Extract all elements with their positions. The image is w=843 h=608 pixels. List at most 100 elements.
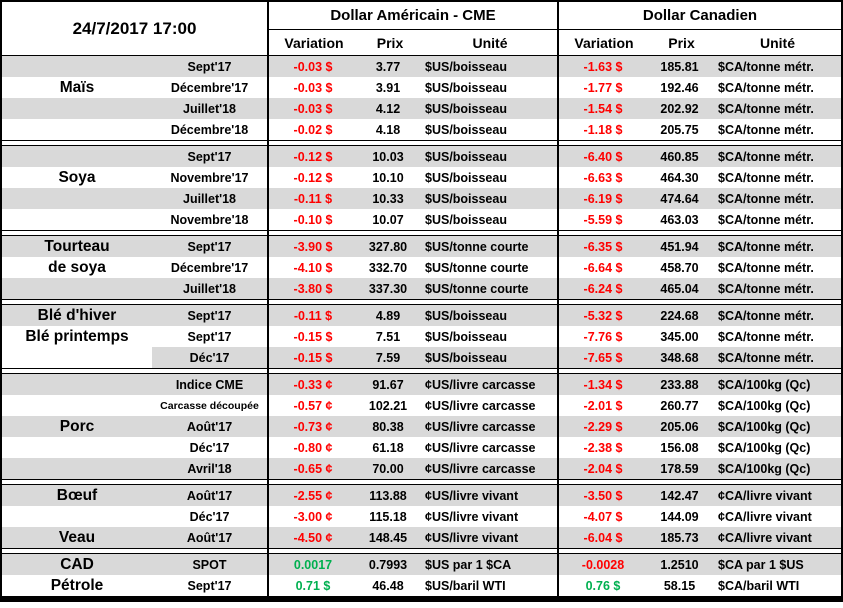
ca-unit: $CA/tonne métr.	[718, 308, 814, 323]
table-row: Soya Novembre'17 -0.12 $ 10.10 $US/boisseau -…	[2, 167, 841, 188]
table-row: Pétrole Sept'17 0.71 $ 46.48 $US/baril WTI 0.…	[2, 575, 841, 596]
table-row: Sept'17 -0.03 $ 3.77 $US/boisseau -1.63 $ 185…	[2, 56, 841, 77]
ca-price: 185.73	[660, 530, 699, 545]
ca-unit: $CA/tonne métr.	[712, 347, 841, 368]
ca-variation: -4.07 $	[557, 506, 647, 527]
separator-segment	[557, 369, 841, 373]
commodity-label: Porc	[59, 417, 95, 435]
commodity-group: Tourteau Sept'17 -3.90 $ 327.80 $US/tonne co…	[2, 235, 841, 300]
us-price: 4.18	[375, 122, 401, 137]
table-row: Décembre'18 -0.02 $ 4.18 $US/boisseau -1.18 …	[2, 119, 841, 140]
separator-segment	[557, 549, 841, 553]
contract-month: SPOT	[192, 557, 227, 572]
ca-variation: -1.77 $	[557, 77, 647, 98]
us-price: 0.7993	[368, 557, 408, 572]
us-variation: -0.33 ¢	[267, 374, 357, 395]
us-variation: -0.03 $	[267, 98, 357, 119]
contract-month: Août'17	[186, 419, 233, 434]
us-unit: $US/boisseau	[425, 59, 507, 74]
separator-segment	[267, 300, 557, 304]
ca-variation: -7.76 $	[557, 326, 647, 347]
commodity-label: de soya	[48, 258, 106, 276]
commodity-label	[2, 188, 152, 209]
group-separator	[2, 141, 841, 145]
us-variation: -4.10 $	[267, 257, 357, 278]
contract-month: Indice CME	[175, 377, 244, 392]
table-row: Juillet'18 -0.11 $ 10.33 $US/boisseau -6.19 …	[2, 188, 841, 209]
ca-variation: -0.0028	[557, 554, 647, 575]
commodity-label	[2, 56, 152, 77]
separator-segment	[267, 369, 557, 373]
ca-variation: -6.04 $	[557, 527, 647, 548]
us-variation-header: Variation	[284, 34, 344, 51]
ca-price: 202.92	[660, 101, 699, 116]
contract-month: Déc'17	[152, 347, 267, 368]
us-price: 7.51	[375, 329, 401, 344]
ca-variation: -6.64 $	[557, 257, 647, 278]
contract-month: Sept'17	[187, 59, 232, 74]
commodity-group: Blé d'hiver Sept'17 -0.11 $ 4.89 $US/boissea…	[2, 304, 841, 369]
us-price: 7.59	[357, 347, 419, 368]
ca-variation: -2.29 $	[557, 416, 647, 437]
ca-unit: ¢CA/livre vivant	[718, 530, 812, 545]
ca-price: 178.59	[660, 461, 699, 476]
separator-segment	[557, 480, 841, 484]
ca-variation: -1.34 $	[557, 374, 647, 395]
us-variation: -0.10 $	[267, 209, 357, 230]
us-unit: ¢US/livre vivant	[425, 509, 519, 524]
us-unit: $US/tonne courte	[425, 239, 529, 254]
us-variation: -0.15 $	[267, 347, 357, 368]
table-row: Tourteau Sept'17 -3.90 $ 327.80 $US/tonne co…	[2, 236, 841, 257]
group-separator	[2, 300, 841, 304]
us-unit: ¢US/livre carcasse	[425, 398, 536, 413]
commodity-label	[2, 347, 152, 368]
table-row: Avril'18 -0.65 ¢ 70.00 ¢US/livre carcasse -2…	[2, 458, 841, 479]
contract-month: Avril'18	[187, 461, 232, 476]
us-unit: $US/tonne courte	[425, 260, 529, 275]
contract-month: Novembre'17	[170, 170, 249, 185]
contract-month: Déc'17	[189, 440, 230, 455]
commodity-label	[2, 374, 152, 395]
commodity-label: Blé printemps	[25, 327, 129, 345]
table-row: de soya Décembre'17 -4.10 $ 332.70 $US/tonne…	[2, 257, 841, 278]
us-variation: -0.11 $	[267, 188, 357, 209]
separator-segment	[2, 231, 267, 235]
commodity-label	[2, 146, 152, 167]
us-variation: -3.80 $	[267, 278, 357, 299]
ca-unit: $CA/tonne métr.	[718, 191, 814, 206]
contract-month: Décembre'18	[170, 122, 249, 137]
us-price: 46.48	[372, 578, 404, 593]
contract-month: Juillet'18	[183, 101, 236, 116]
us-price: 10.03	[372, 149, 404, 164]
commodity-label	[2, 395, 152, 416]
us-price: 4.12	[375, 101, 401, 116]
us-price: 4.89	[375, 308, 401, 323]
ca-unit: $CA par 1 $US	[718, 557, 804, 572]
ca-unit: $CA/tonne métr.	[718, 212, 814, 227]
contract-month: Carcasse découpée	[160, 399, 259, 412]
ca-price: 185.81	[660, 59, 699, 74]
us-variation: -0.11 $	[267, 305, 357, 326]
ca-section-title: Dollar Canadien	[557, 2, 841, 30]
us-variation: 0.71 $	[267, 575, 357, 596]
ca-variation: -1.54 $	[557, 98, 647, 119]
table-row: Sept'17 -0.12 $ 10.03 $US/boisseau -6.40 $ 46…	[2, 146, 841, 167]
separator-segment	[2, 300, 267, 304]
ca-price: 224.68	[660, 308, 699, 323]
ca-variation: -1.63 $	[557, 56, 647, 77]
ca-variation: -2.01 $	[557, 395, 647, 416]
us-unit: $US/tonne courte	[425, 281, 529, 296]
report-datetime: 24/7/2017 17:00	[72, 18, 197, 38]
us-unit: $US/boisseau	[425, 80, 507, 95]
us-unit: ¢US/livre vivant	[425, 488, 519, 503]
us-price: 115.18	[369, 509, 407, 524]
us-unit: $US/boisseau	[425, 191, 507, 206]
separator-segment	[2, 549, 267, 553]
ca-price: 464.30	[660, 170, 699, 185]
separator-segment	[557, 141, 841, 145]
ca-variation: -3.50 $	[557, 485, 647, 506]
contract-month: Sept'17	[187, 578, 232, 593]
table-row: Bœuf Août'17 -2.55 ¢ 113.88 ¢US/livre vivant…	[2, 485, 841, 506]
us-variation: -0.12 $	[267, 167, 357, 188]
commodity-label: Maïs	[59, 78, 95, 96]
